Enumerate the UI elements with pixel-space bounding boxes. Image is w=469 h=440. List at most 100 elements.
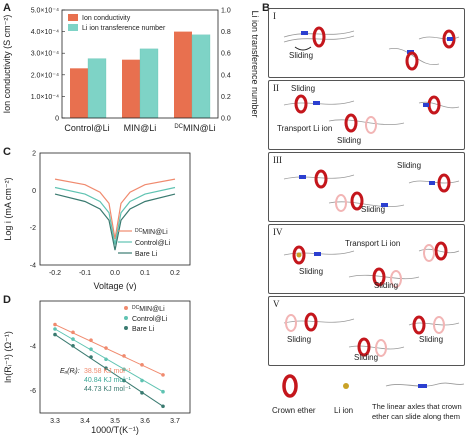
- scheme-box-1: I Sliding: [268, 8, 465, 78]
- y-tick-label: -4: [30, 343, 36, 350]
- crown-ether-faded-icon: [375, 339, 387, 357]
- y-tick-label-right: 0.2: [221, 94, 231, 101]
- crown-ether-icon: [405, 51, 419, 71]
- bar-ion-conductivity-2: [174, 31, 192, 119]
- scheme-5-drawing: [283, 312, 460, 357]
- bar-transference-number-0: [87, 58, 107, 119]
- y-tick-label-right: 0.4: [221, 72, 231, 79]
- ea-value-control: 40.84 KJ mol⁻¹: [84, 377, 132, 384]
- data-point-2-6: [161, 404, 165, 409]
- label-sliding: Sliding: [374, 281, 399, 290]
- label-sliding: Sliding: [361, 205, 386, 214]
- crown-ether-faded-icon: [423, 244, 435, 262]
- x-tick-control-li: Control@Li: [64, 123, 109, 133]
- label-sliding: Sliding: [291, 84, 316, 93]
- crown-ether-icon: [427, 95, 441, 115]
- label-sliding: Sliding: [299, 267, 324, 276]
- bar-ion-conductivity-1: [122, 59, 140, 118]
- legend-dcmin-li: DCMIN@Li: [135, 228, 168, 236]
- data-point-2-4: [122, 378, 126, 383]
- data-point-0-0: [53, 322, 57, 327]
- data-point-0-3: [104, 346, 108, 350]
- crown-ether-icon: [294, 94, 308, 114]
- panel-d-y-axis-title: ln(Rᵢ⁻¹) (Ω⁻¹): [3, 331, 13, 383]
- bar-ion-conductivity-0: [70, 68, 88, 118]
- panel-d-arrhenius-chart: 3.3 3.4 3.5 3.6 3.7 -4 -6 DCMIN@Li Control@Li …: [3, 300, 191, 435]
- legend-bare-li: Bare Li: [132, 326, 155, 333]
- legend-dot-bare: [124, 326, 128, 330]
- data-point-0-4: [122, 354, 126, 358]
- panel-a-legend: Ion conductivity Li ion transference num…: [68, 14, 166, 32]
- y-tick-label-right: 0.6: [221, 51, 231, 58]
- panel-d-x-axis-title: 1000/T(K⁻¹): [91, 425, 139, 435]
- scheme-4-drawing: [283, 241, 460, 288]
- x-tick-min-li: MIN@Li: [124, 123, 157, 133]
- data-point-2-3: [104, 366, 108, 370]
- bar-transference-number-1: [139, 48, 159, 119]
- x-tick-dcmin-li: DCMIN@Li: [174, 123, 215, 133]
- label-transport-li-ion: Transport Li ion: [277, 124, 333, 133]
- legend-swatch-transference: [68, 24, 78, 31]
- y-tick-label: 4.0×10⁻⁴: [31, 29, 59, 36]
- data-point-1-5: [140, 378, 144, 383]
- label-sliding: Sliding: [419, 335, 444, 344]
- legend-dot-dcmin: [124, 306, 128, 310]
- legend-dot-control: [124, 316, 128, 320]
- panel-letter-c: C: [3, 146, 11, 158]
- crown-ether-legend-icon: [282, 374, 298, 398]
- y-tick-label: 1.0×10⁻⁴: [31, 94, 59, 101]
- crown-ether-icon: [292, 245, 306, 265]
- legend-crown-ether: Crown ether: [272, 406, 316, 415]
- li-ion-icon: [296, 252, 302, 258]
- roman-numeral-2: II: [273, 83, 279, 93]
- panel-c-x-axis-title: Voltage (v): [93, 281, 136, 291]
- data-point-1-2: [89, 347, 93, 351]
- roman-numeral-1: I: [273, 11, 276, 21]
- data-point-2-0: [53, 332, 57, 337]
- data-point-2-5: [140, 391, 144, 395]
- data-point-2-2: [89, 355, 93, 359]
- panel-a-plot-frame: [61, 9, 219, 119]
- legend-dcmin-li: DCMIN@Li: [132, 305, 165, 313]
- ea-value-dcmin: 38.58 KJ mol⁻¹: [84, 368, 132, 375]
- panel-c-y-axis-title: Log i (mA cm⁻²): [3, 177, 13, 240]
- crown-ether-faded-icon: [390, 270, 402, 288]
- panel-c-legend: DCMIN@Li Control@Li Bare Li: [118, 228, 171, 258]
- panel-d-plot-frame: [39, 300, 191, 414]
- y-tick-label: 3.0×10⁻⁴: [31, 51, 59, 58]
- y-tick-label: 0: [32, 188, 36, 195]
- li-ion-legend-icon: [343, 383, 349, 389]
- x-tick-label: -0.1: [79, 270, 91, 277]
- data-point-0-6: [161, 373, 165, 377]
- ea-label: Eₐ(Rᵢ):: [60, 368, 80, 375]
- x-tick-label: 0.0: [110, 270, 120, 277]
- scheme-box-2: II Sliding Transport Li ion Sliding: [268, 80, 465, 150]
- legend-bare-li: Bare Li: [135, 251, 158, 258]
- legend-control-li: Control@Li: [132, 316, 168, 323]
- y-tick-label: 2.0×10⁻⁴: [31, 72, 59, 79]
- y-tick-label-right: 1.0: [221, 8, 231, 15]
- x-tick-label: 3.3: [50, 418, 60, 425]
- x-tick-label: -0.2: [49, 270, 61, 277]
- crown-ether-icon: [357, 337, 371, 357]
- crown-ether-icon: [437, 173, 451, 193]
- scheme-box-5: V Sliding Sliding Sliding: [268, 296, 465, 366]
- panel-letter-d: D: [3, 294, 11, 306]
- label-sliding: Sliding: [289, 51, 314, 60]
- crown-ether-faded-icon: [365, 116, 377, 134]
- crown-ether-faded-icon: [335, 194, 347, 212]
- roman-numeral-3: III: [273, 155, 282, 165]
- series-line-2: [54, 193, 176, 251]
- axle-stopper-icon: [418, 384, 427, 388]
- scheme-3-drawing: [283, 169, 460, 212]
- x-tick-label: 0.2: [170, 270, 180, 277]
- crown-ether-icon: [412, 315, 426, 335]
- data-point-0-5: [140, 363, 144, 367]
- y-tick-label: -6: [30, 388, 36, 395]
- crown-ether-icon: [312, 26, 326, 48]
- x-tick-label: 0.1: [140, 270, 150, 277]
- legend-li-ion: Li ion: [334, 406, 354, 415]
- x-tick-label: 3.6: [140, 418, 150, 425]
- label-sliding: Sliding: [337, 136, 362, 145]
- x-tick-label: 3.4: [80, 418, 90, 425]
